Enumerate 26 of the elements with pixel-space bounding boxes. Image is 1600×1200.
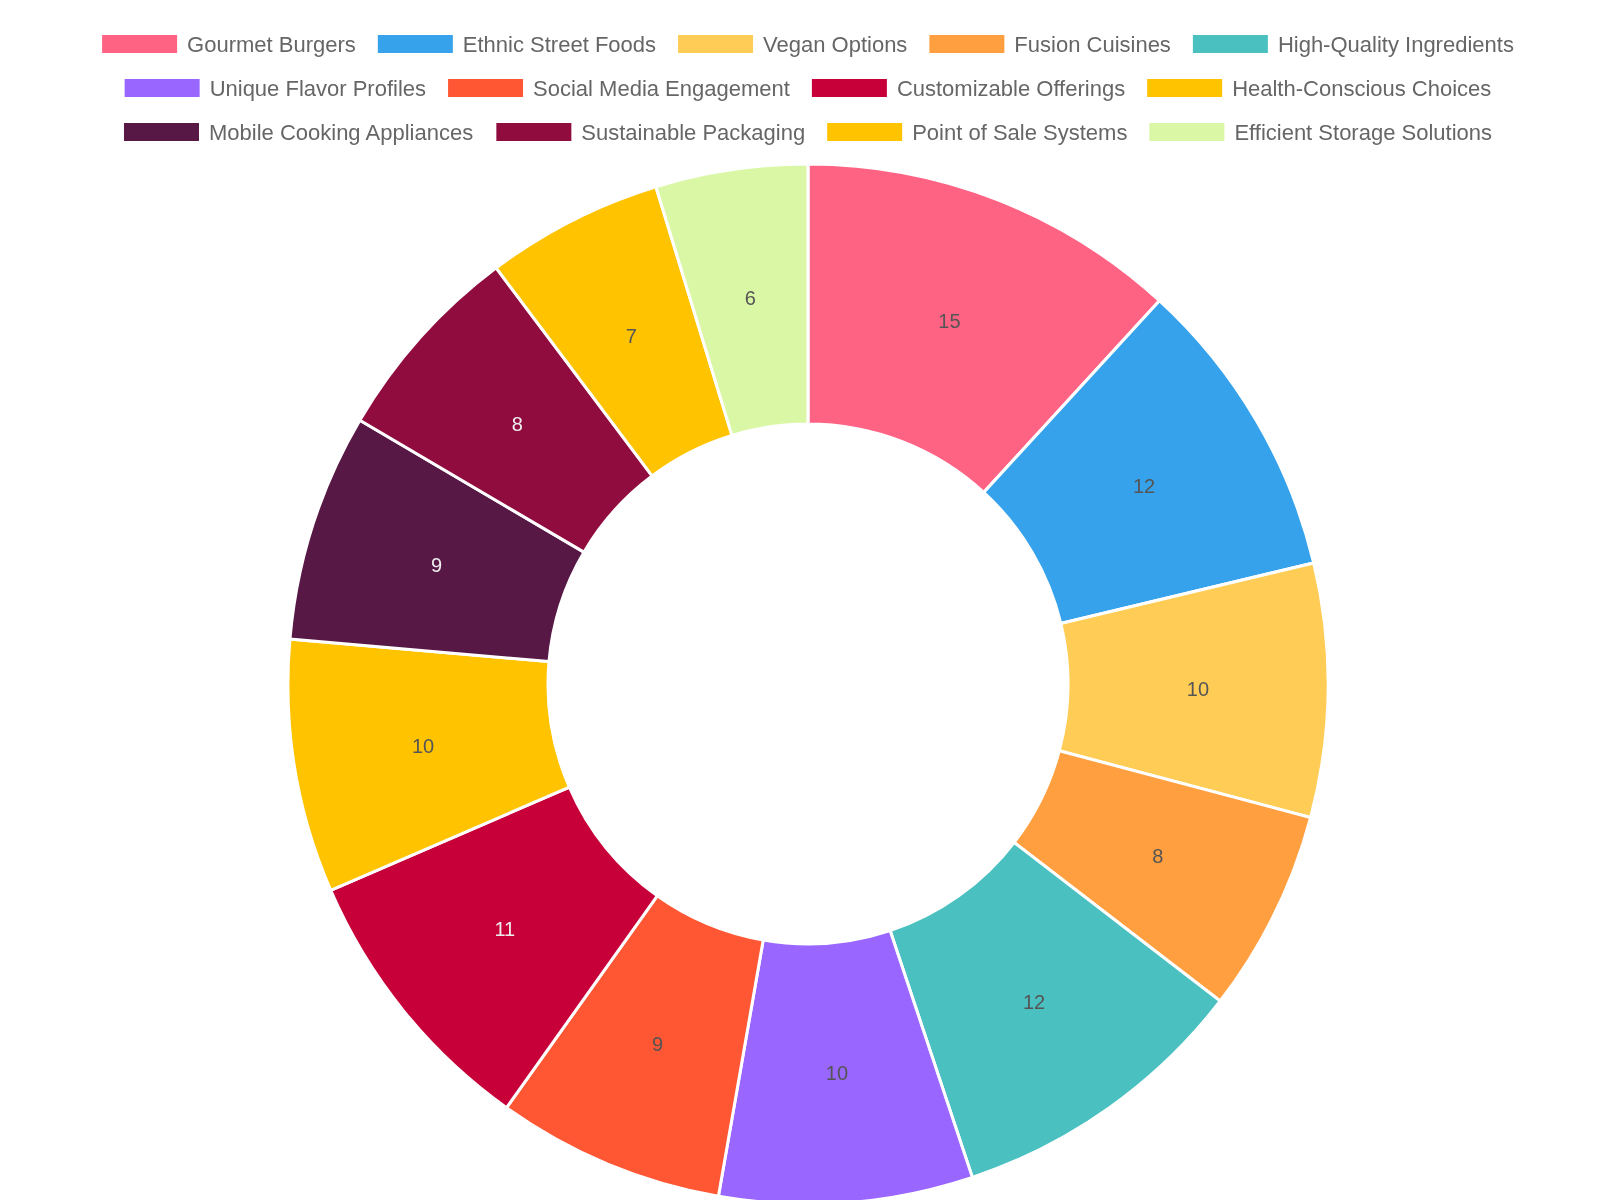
legend-label: Mobile Cooking Appliances [208,119,474,145]
data-label: 10 [411,735,435,758]
data-label: 6 [744,287,756,310]
legend-label: Point of Sale Systems [912,119,1128,145]
data-label: 8 [1152,845,1164,868]
legend-label: High-Quality Ingredients [1277,31,1514,57]
legend-label: Fusion Cuisines [1014,31,1171,57]
data-label: 8 [511,413,523,435]
data-label: 12 [1133,475,1156,498]
data-label: 7 [625,325,637,348]
data-label: 12 [1022,990,1046,1013]
data-label: 10 [1186,677,1210,700]
data-label: 11 [494,918,516,941]
legend-label: Vegan Options [763,31,908,57]
legend-label: Customizable Offerings [896,75,1126,101]
legend-label: Gourmet Burgers [187,31,356,57]
legend-label: Unique Flavor Profiles [209,75,427,101]
legend-label: Sustainable Packaging [581,119,806,145]
legend-label: Social Media Engagement [533,75,790,101]
data-label: 9 [430,554,443,577]
legend-label: Efficient Storage Solutions [1234,119,1493,145]
data-label: 15 [938,309,961,332]
legend-label: Ethnic Street Foods [462,31,657,57]
data-label: 10 [825,1061,849,1084]
data-label: 9 [652,1032,664,1055]
legend-label: Health-Conscious Choices [1232,75,1492,101]
